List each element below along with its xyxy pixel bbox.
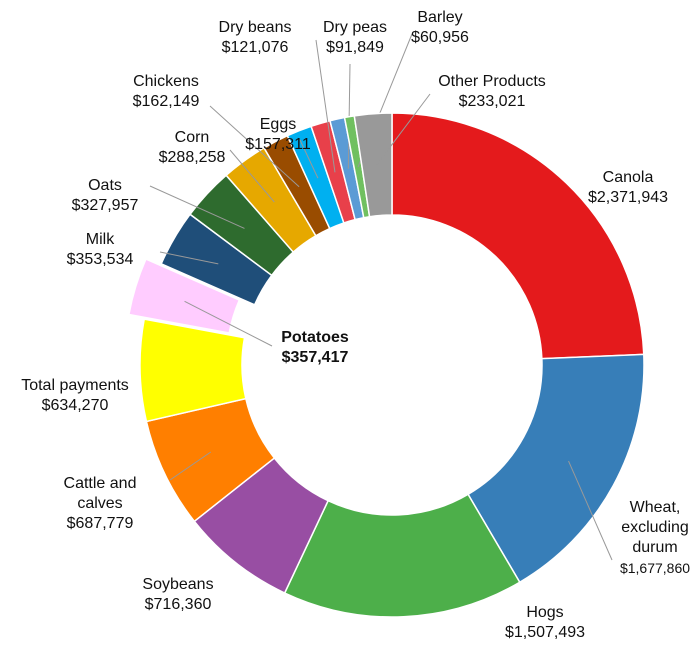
value-label: $157,311 bbox=[245, 136, 311, 153]
slice-label: Potatoes $357,417 bbox=[281, 328, 349, 368]
leader-line bbox=[184, 300, 273, 347]
leader-line bbox=[169, 451, 212, 481]
category-label: Dry peas bbox=[322, 19, 388, 36]
slice-label: Oats $327,957 bbox=[72, 176, 139, 216]
value-label: $288,258 bbox=[158, 149, 226, 166]
value-label: $353,534 bbox=[66, 251, 134, 268]
value-label: $1,507,493 bbox=[504, 624, 586, 641]
category-label: Eggs bbox=[259, 116, 297, 133]
value-label: $357,417 bbox=[281, 349, 349, 366]
value-label: $2,371,943 bbox=[587, 189, 669, 206]
value-label: $327,957 bbox=[71, 197, 139, 214]
leader-line bbox=[229, 149, 275, 203]
category-label: Corn bbox=[174, 129, 210, 146]
value-label: $687,779 bbox=[66, 515, 134, 532]
donut-slice bbox=[353, 112, 393, 218]
category-label: Hogs bbox=[526, 604, 564, 621]
category-label: Cattle and calves bbox=[63, 475, 137, 512]
leader-line bbox=[568, 460, 613, 561]
slice-label: Dry beans $121,076 bbox=[219, 18, 292, 58]
value-label: $233,021 bbox=[458, 93, 526, 110]
slice-label: Other Products $233,021 bbox=[438, 72, 546, 112]
category-label: Oats bbox=[88, 177, 122, 194]
donut-slice bbox=[467, 353, 645, 584]
category-label: Barley bbox=[417, 9, 463, 26]
slice-label: Soybeans $716,360 bbox=[142, 575, 213, 615]
donut-slice bbox=[139, 318, 247, 423]
slice-label: Total payments $634,270 bbox=[21, 376, 129, 416]
leader-line bbox=[149, 185, 245, 229]
category-label: Soybeans bbox=[142, 576, 214, 593]
category-label: Total payments bbox=[21, 377, 129, 394]
slice-label: Eggs $157,311 bbox=[245, 115, 311, 155]
category-label: Dry beans bbox=[218, 19, 292, 36]
leader-line bbox=[159, 251, 219, 265]
slice-label: Cattle and calves $687,779 bbox=[55, 474, 145, 534]
leader-line bbox=[376, 93, 431, 165]
slice-label: Barley $60,956 bbox=[411, 8, 469, 48]
leader-line bbox=[315, 39, 336, 173]
value-label: $60,956 bbox=[411, 29, 469, 46]
value-label: $162,149 bbox=[132, 93, 200, 110]
slice-label: Milk $353,534 bbox=[67, 230, 134, 270]
category-label: Other Products bbox=[438, 73, 546, 90]
category-label: Potatoes bbox=[281, 329, 349, 346]
category-label: Canola bbox=[602, 169, 654, 186]
leader-line bbox=[209, 105, 300, 188]
category-label: Chickens bbox=[133, 73, 199, 90]
slice-label: Corn $288,258 bbox=[159, 128, 226, 168]
donut-slice bbox=[128, 258, 241, 334]
value-label: $91,849 bbox=[326, 39, 384, 56]
leader-line bbox=[299, 139, 319, 179]
value-label: $634,270 bbox=[41, 397, 109, 414]
category-label: Milk bbox=[85, 231, 115, 248]
donut-slice bbox=[391, 112, 645, 360]
slice-label: Canola $2,371,943 bbox=[588, 168, 668, 208]
slice-label: Dry peas $91,849 bbox=[323, 18, 387, 58]
slice-label: Chickens $162,149 bbox=[133, 72, 200, 112]
value-label: $121,076 bbox=[221, 39, 289, 56]
slice-label: Hogs $1,507,493 bbox=[505, 603, 585, 643]
value-label: $716,360 bbox=[144, 596, 212, 613]
slice-label: Wheat, excluding durum $1,677,860 bbox=[610, 498, 699, 578]
value-label: $1,677,860 bbox=[619, 560, 691, 576]
category-label: Wheat, excluding durum bbox=[621, 499, 689, 556]
